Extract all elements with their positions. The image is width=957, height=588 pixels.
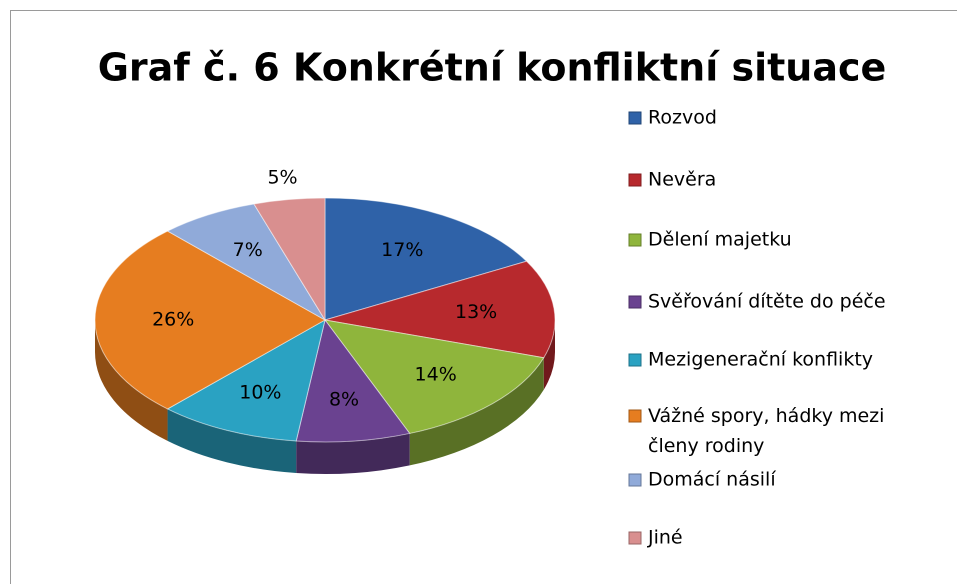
legend-label-line: Vážné spory, hádky mezi bbox=[648, 405, 884, 427]
data-label: 13% bbox=[455, 301, 497, 323]
legend-label: Domácí násilí bbox=[648, 469, 776, 491]
legend-swatch bbox=[629, 474, 641, 486]
data-label: 7% bbox=[233, 239, 263, 261]
legend-swatch bbox=[629, 410, 641, 422]
data-label: 8% bbox=[329, 388, 359, 410]
chart-title: Graf č. 6 Konkrétní konfliktní situace bbox=[98, 46, 887, 90]
legend-label: Dělení majetku bbox=[648, 229, 792, 251]
data-label: 14% bbox=[415, 364, 457, 386]
legend-swatch bbox=[629, 234, 641, 246]
legend-swatch bbox=[629, 296, 641, 308]
legend-label: Jiné bbox=[647, 527, 683, 549]
legend-label: Nevěra bbox=[648, 169, 716, 191]
legend-label-line: členy rodiny bbox=[648, 435, 764, 457]
data-label: 10% bbox=[239, 381, 281, 403]
legend-label: Mezigenerační konflikty bbox=[648, 349, 873, 371]
data-label: 5% bbox=[267, 166, 297, 188]
data-label: 26% bbox=[152, 309, 194, 331]
legend-swatch bbox=[629, 532, 641, 544]
legend-label: Svěřování dítěte do péče bbox=[648, 291, 886, 313]
data-label: 17% bbox=[381, 239, 423, 261]
legend-label: Rozvod bbox=[648, 107, 717, 129]
legend-swatch bbox=[629, 174, 641, 186]
legend-swatch bbox=[629, 354, 641, 366]
legend-swatch bbox=[629, 112, 641, 124]
